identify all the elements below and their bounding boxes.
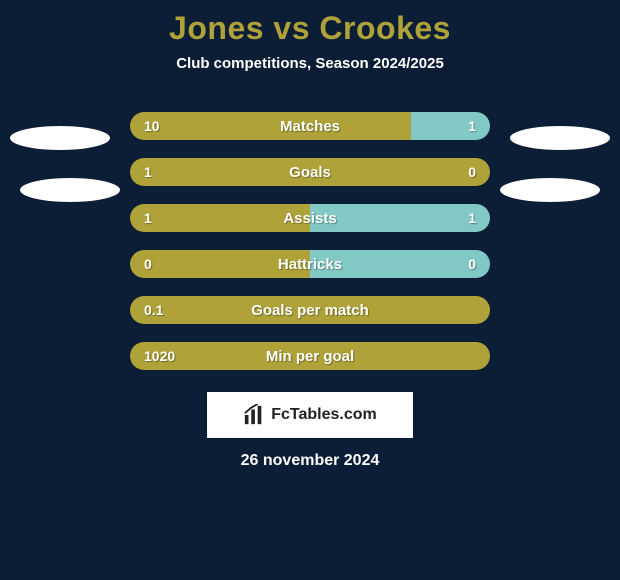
stat-left-segment	[130, 250, 310, 278]
stat-row: Hattricks00	[130, 250, 490, 278]
team-badge	[10, 126, 110, 150]
team-badge	[500, 178, 600, 202]
fctables-label: FcTables.com	[271, 406, 377, 424]
stat-left-segment	[130, 342, 490, 370]
comparison-card: Jones vs Crookes Club competitions, Seas…	[0, 0, 620, 580]
stat-row: Matches101	[130, 112, 490, 140]
stat-row: Goals per match0.1	[130, 296, 490, 324]
stat-row: Min per goal1020	[130, 342, 490, 370]
stat-left-segment	[130, 158, 490, 186]
subtitle: Club competitions, Season 2024/2025	[0, 55, 620, 72]
team-badge	[20, 178, 120, 202]
chart-icon	[243, 404, 265, 426]
stat-row: Goals10	[130, 158, 490, 186]
stat-right-segment	[310, 250, 490, 278]
stat-right-segment	[411, 112, 490, 140]
stat-left-segment	[130, 112, 411, 140]
stat-row: Assists11	[130, 204, 490, 232]
fctables-watermark: FcTables.com	[207, 392, 413, 438]
stat-right-segment	[310, 204, 490, 232]
page-title: Jones vs Crookes	[0, 10, 620, 47]
team-badge	[510, 126, 610, 150]
stats-container: Matches101 Goals10 Assists11 Hattricks00 Goa…	[0, 112, 620, 370]
stat-left-segment	[130, 204, 310, 232]
stat-left-segment	[130, 296, 490, 324]
date-label: 26 november 2024	[0, 452, 620, 470]
